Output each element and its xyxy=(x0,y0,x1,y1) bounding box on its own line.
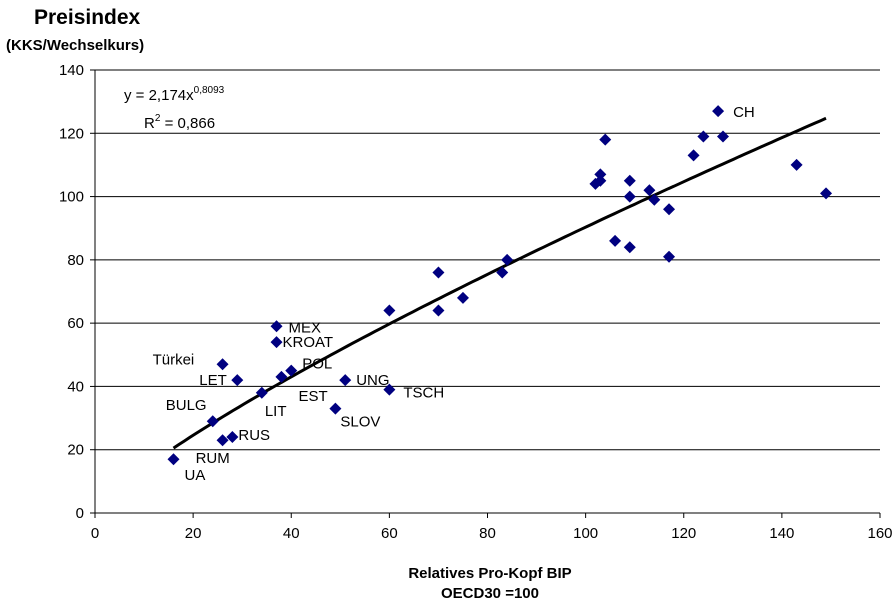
data-point xyxy=(275,370,288,383)
x-tick-label: 0 xyxy=(91,525,99,542)
x-tick-label: 20 xyxy=(185,525,202,542)
x-tick-label: 80 xyxy=(479,525,496,542)
x-tick-label: 60 xyxy=(381,525,398,542)
data-point xyxy=(383,304,396,317)
data-point xyxy=(231,374,244,387)
data-point xyxy=(496,266,509,279)
data-point xyxy=(456,291,469,304)
data-point xyxy=(432,304,445,317)
data-point xyxy=(697,130,710,143)
y-axis-title: Preisindex xyxy=(34,6,141,29)
y-tick-label: 80 xyxy=(67,252,84,269)
point-label: Türkei xyxy=(153,351,195,368)
point-label: LIT xyxy=(265,403,287,420)
y-axis-subtitle: (KKS/Wechselkurs) xyxy=(6,37,145,54)
data-point xyxy=(216,358,229,371)
point-label: BULG xyxy=(166,397,207,414)
data-point xyxy=(594,168,607,181)
data-point xyxy=(501,253,514,266)
data-point xyxy=(712,105,725,118)
y-tick-label: 140 xyxy=(59,62,84,79)
data-point xyxy=(329,402,342,415)
data-point xyxy=(717,130,729,143)
data-point xyxy=(599,133,612,146)
data-point xyxy=(643,184,656,197)
data-point xyxy=(270,336,283,349)
data-point xyxy=(663,250,676,263)
data-point xyxy=(285,364,298,377)
y-tick-label: 0 xyxy=(76,505,84,522)
point-label: RUS xyxy=(238,427,270,444)
data-point xyxy=(383,383,396,396)
data-point xyxy=(609,234,622,247)
trendline-layer xyxy=(172,116,827,450)
data-point xyxy=(623,174,636,187)
data-point xyxy=(687,149,700,162)
x-tick-label: 160 xyxy=(867,525,892,542)
data-point xyxy=(790,158,803,171)
data-point xyxy=(206,415,219,428)
data-point xyxy=(339,374,352,387)
equation-box: y = 2,174x0,8093 R2 = 0,866 xyxy=(124,85,225,132)
data-point xyxy=(226,431,239,444)
data-points xyxy=(167,105,833,466)
x-tick-label: 100 xyxy=(573,525,598,542)
y-tick-label: 100 xyxy=(59,189,84,206)
trendline xyxy=(172,116,827,450)
point-label: UA xyxy=(185,467,206,484)
data-point xyxy=(663,203,676,216)
data-point xyxy=(623,241,636,254)
y-tick-label: 60 xyxy=(67,315,84,332)
x-tick-label: 120 xyxy=(671,525,696,542)
point-label: TSCH xyxy=(403,385,444,402)
point-label: UNG xyxy=(356,372,389,389)
point-label: LET xyxy=(199,372,227,389)
data-point xyxy=(594,174,607,187)
data-point xyxy=(270,320,283,333)
y-tick-label: 120 xyxy=(59,125,84,142)
point-label: KROAT xyxy=(283,334,334,351)
data-point xyxy=(623,190,636,203)
axes: 0 20 40 60 80 100 120 140 0 20 40 60 80 100 120 140 160 xyxy=(59,62,893,542)
data-point xyxy=(648,193,661,206)
grid-lines xyxy=(95,69,880,451)
point-label: POL xyxy=(302,356,332,373)
y-tick-label: 40 xyxy=(67,378,84,395)
x-axis-subtitle: OECD30 =100 xyxy=(441,585,539,602)
data-point xyxy=(255,386,268,399)
x-axis-title: Relatives Pro-Kopf BIP xyxy=(408,565,572,582)
point-label: CH xyxy=(733,104,755,121)
data-point xyxy=(432,266,445,279)
point-label: EST xyxy=(298,388,327,405)
point-label: RUM xyxy=(196,450,230,467)
y-tick-label: 20 xyxy=(67,442,84,459)
data-point xyxy=(167,453,180,466)
x-tick-label: 140 xyxy=(769,525,794,542)
point-label: SLOV xyxy=(340,414,380,431)
data-point xyxy=(820,187,833,200)
data-point xyxy=(216,434,229,447)
r-squared: R2 = 0,866 xyxy=(144,113,215,132)
trendline-equation: y = 2,174x0,8093 xyxy=(124,85,225,104)
point-label: MEX xyxy=(289,319,322,336)
x-tick-label: 40 xyxy=(283,525,300,542)
